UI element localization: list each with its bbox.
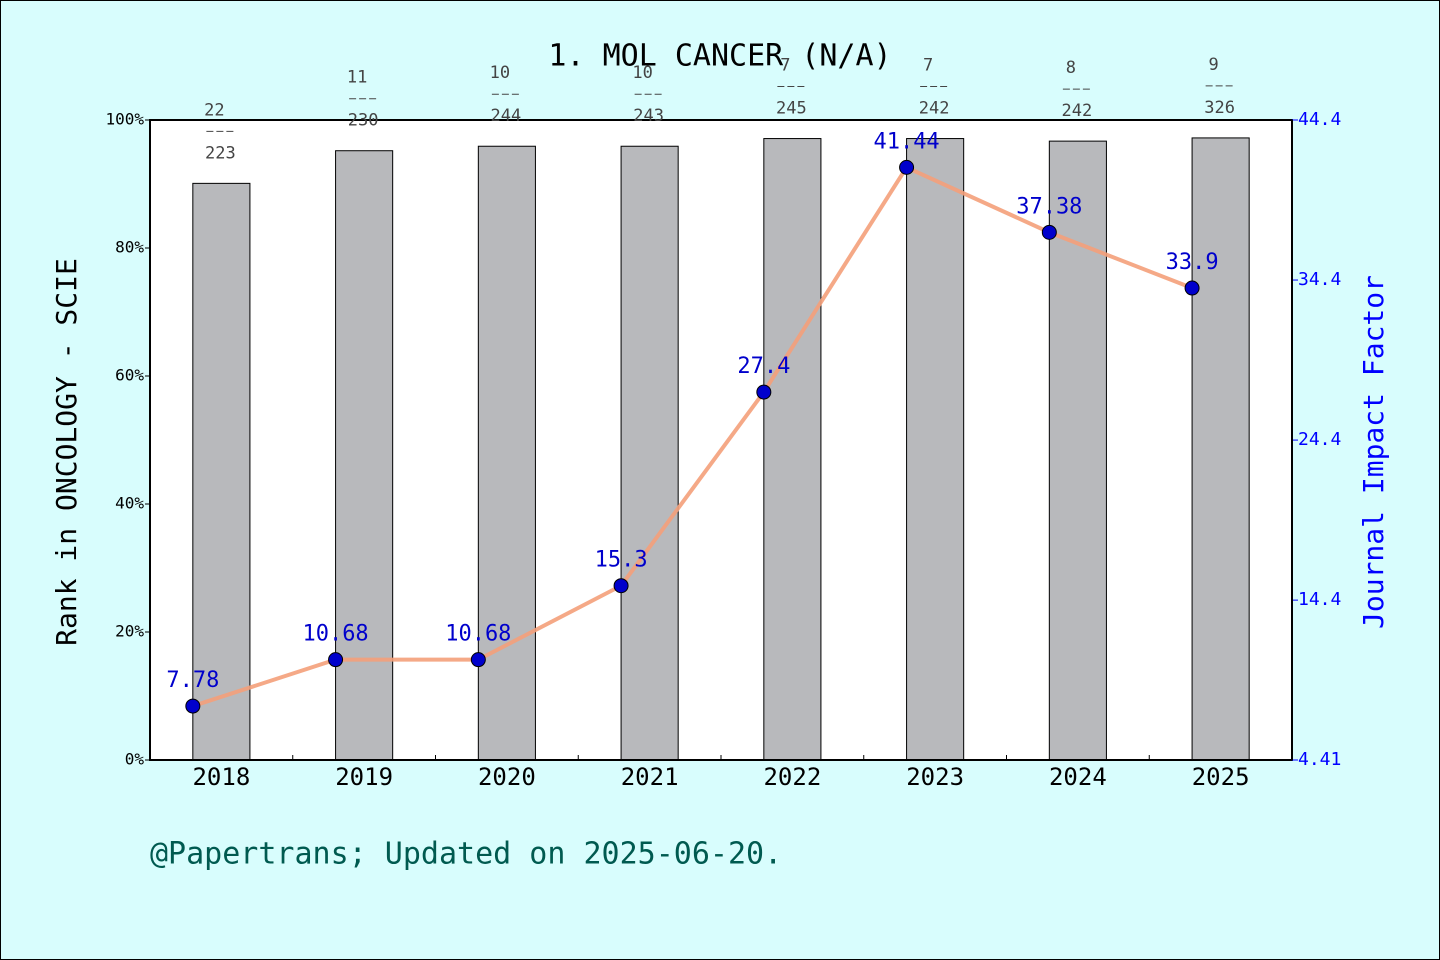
bar [1191,137,1250,761]
total-label: 326 [1204,98,1235,118]
rank-label: 7 [923,56,933,76]
bar [620,145,679,761]
total-label: 242 [919,99,950,119]
total-label: 242 [1062,101,1093,121]
data-label: 7.78 [166,668,219,693]
data-label: 33.9 [1166,250,1219,275]
x-tick-label: 2022 [763,763,821,791]
total-label: 230 [348,111,379,131]
point [899,159,915,175]
data-label: 10.68 [302,622,368,647]
x-tick-label: 2018 [192,763,250,791]
bar [906,138,965,761]
point [470,652,486,668]
x-tick-label: 2019 [335,763,393,791]
data-label: 41.44 [873,129,939,154]
rank-label: 9 [1209,55,1219,75]
y-tick-label: 0% [125,750,145,769]
y-tick-label: 80% [115,238,144,257]
point [185,698,201,714]
bar [192,182,251,761]
data-label: 10.68 [445,622,511,647]
rank-label: 11 [347,68,367,88]
x-tick-label: 2025 [1192,763,1250,791]
total-label: 223 [205,143,236,163]
rank-label: 8 [1066,58,1076,78]
data-label: 37.38 [1016,194,1082,219]
total-label: 245 [776,99,807,119]
x-tick-label: 2021 [621,763,679,791]
data-label: 27.4 [737,354,790,379]
bar [477,145,536,761]
point [1041,224,1057,240]
rank-label: 10 [632,63,652,83]
y-axis-title: Rank in ONCOLOGY - SCIE [50,258,83,646]
point [1184,280,1200,296]
rank-label: 7 [780,56,790,76]
y-tick-label: 60% [115,366,144,385]
y2-tick-label: 4.41 [1298,749,1341,770]
y-tick-label: 20% [115,622,144,641]
chart-title: 1. MOL CANCER (N/A) [548,39,891,74]
y2-tick-label: 24.4 [1298,429,1341,450]
rank-label: 22 [204,100,224,120]
x-tick-label: 2024 [1049,763,1107,791]
y2-tick-label: 44.4 [1298,109,1341,130]
y2-tick-label: 34.4 [1298,269,1341,290]
point [756,384,772,400]
point [328,652,344,668]
y2-tick-label: 14.4 [1298,589,1341,610]
total-label: 244 [491,106,522,126]
bar [335,150,394,761]
total-label: 243 [633,106,664,126]
bar [763,138,822,761]
y2-axis-title: Journal Impact Factor [1357,275,1390,629]
line [192,164,1193,708]
x-tick-label: 2020 [478,763,536,791]
footer: @Papertrans; Updated on 2025-06-20. [150,837,782,872]
y-tick-label: 40% [115,494,144,513]
point [613,578,629,594]
data-label: 15.3 [595,548,648,573]
rank-label: 10 [490,63,510,83]
x-tick-label: 2023 [906,763,964,791]
y-tick-label: 100% [105,110,144,129]
